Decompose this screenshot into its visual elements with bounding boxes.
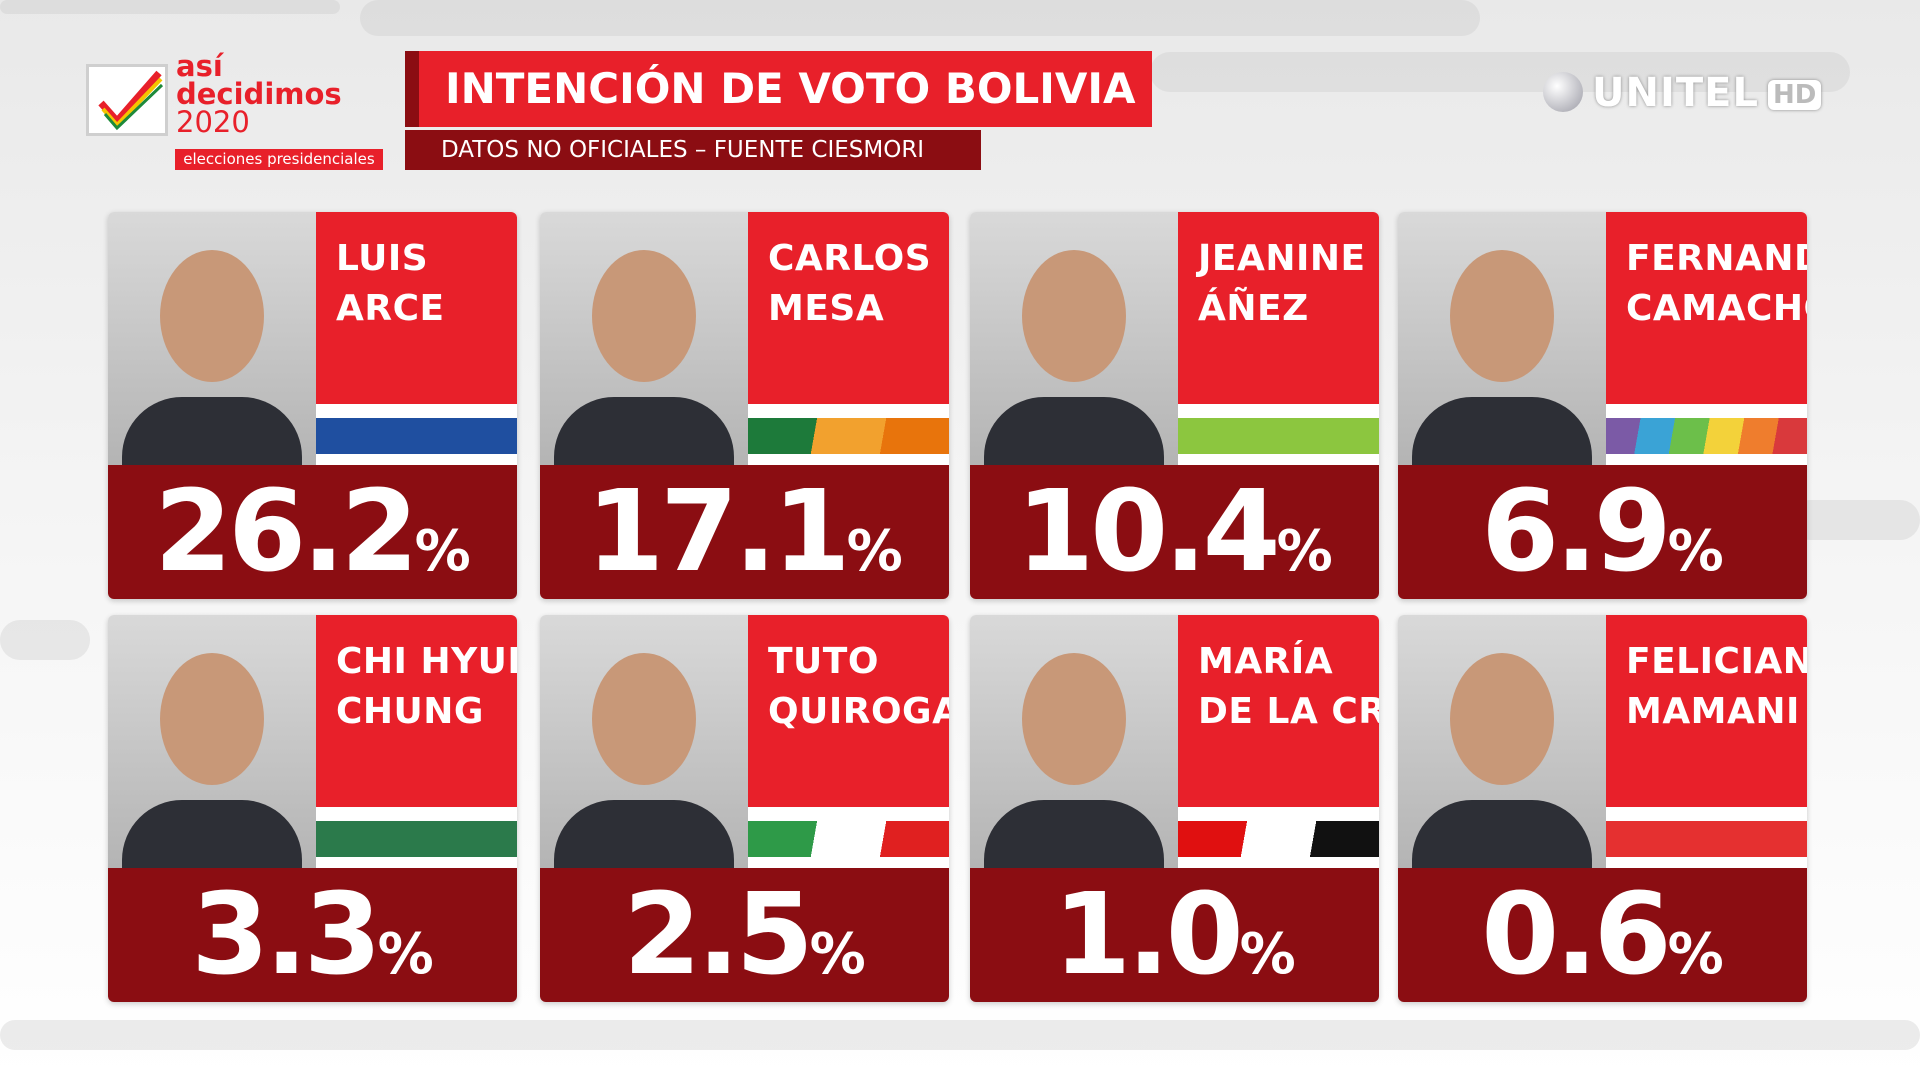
candidate-photo bbox=[1398, 212, 1606, 465]
candidate-card: TUTO QUIROGA 2.5% bbox=[540, 615, 949, 1002]
party-stripe bbox=[1178, 821, 1379, 857]
candidate-name: CARLOS bbox=[768, 238, 932, 279]
network-logo bbox=[1543, 72, 1583, 112]
photo-shoulders bbox=[1412, 800, 1592, 868]
photo-shoulders bbox=[1412, 397, 1592, 465]
photo-shoulders bbox=[984, 397, 1164, 465]
candidate-name: CAMACHO bbox=[1626, 288, 1807, 329]
logo-line: decidimos bbox=[176, 77, 342, 111]
background-bar bbox=[0, 620, 90, 660]
logo-text: así decidimos 2020 bbox=[176, 49, 342, 139]
photo-head bbox=[160, 653, 264, 785]
network-badge: HD bbox=[1768, 80, 1822, 110]
logo-box bbox=[86, 64, 168, 136]
candidate-name: FERNANDO bbox=[1626, 238, 1807, 279]
logo-line: así bbox=[176, 49, 223, 83]
vote-percent: 2.5% bbox=[540, 868, 949, 1002]
party-stripe bbox=[748, 418, 949, 454]
party-stripe bbox=[1606, 821, 1807, 857]
vote-percent: 3.3% bbox=[108, 868, 517, 1002]
candidate-name: ARCE bbox=[336, 288, 445, 329]
party-stripe bbox=[748, 821, 949, 857]
candidate-card: MARÍA DE LA CRUZ 1.0% bbox=[970, 615, 1379, 1002]
candidate-card: FELICIANO MAMANI 0.6% bbox=[1398, 615, 1807, 1002]
photo-shoulders bbox=[984, 800, 1164, 868]
photo-head bbox=[1450, 250, 1554, 382]
name-panel: TUTO QUIROGA bbox=[748, 615, 949, 807]
candidate-name: LUIS bbox=[336, 238, 429, 279]
candidate-card: CHI HYUN CHUNG 3.3% bbox=[108, 615, 517, 1002]
candidate-name: JEANINE bbox=[1198, 238, 1366, 279]
vote-percent: 26.2% bbox=[108, 465, 517, 599]
candidate-photo bbox=[108, 615, 316, 868]
candidate-name: CHI HYUN bbox=[336, 641, 517, 682]
vote-percent: 10.4% bbox=[970, 465, 1379, 599]
background-bar bbox=[0, 0, 340, 14]
name-panel: CARLOS MESA bbox=[748, 212, 949, 404]
background-bar bbox=[360, 0, 1480, 36]
name-panel: MARÍA DE LA CRUZ bbox=[1178, 615, 1379, 807]
candidate-photo bbox=[108, 212, 316, 465]
candidate-photo bbox=[540, 615, 748, 868]
candidate-name: MARÍA bbox=[1198, 641, 1334, 682]
title: INTENCIÓN DE VOTO BOLIVIA bbox=[405, 51, 1152, 127]
candidate-name: TUTO bbox=[768, 641, 879, 682]
candidate-photo bbox=[970, 212, 1178, 465]
logo-year: 2020 bbox=[176, 105, 250, 139]
name-panel: FERNANDO CAMACHO bbox=[1606, 212, 1807, 404]
candidate-photo bbox=[1398, 615, 1606, 868]
candidate-name: CHUNG bbox=[336, 691, 484, 732]
candidate-card: LUIS ARCE 26.2% bbox=[108, 212, 517, 599]
name-panel: LUIS ARCE bbox=[316, 212, 517, 404]
party-stripe bbox=[1178, 418, 1379, 454]
network-name: UNITEL bbox=[1592, 70, 1759, 116]
candidate-name: QUIROGA bbox=[768, 691, 949, 732]
background-bar bbox=[0, 1020, 1920, 1050]
subtitle: DATOS NO OFICIALES – FUENTE CIESMORI bbox=[405, 130, 981, 170]
vote-percent: 6.9% bbox=[1398, 465, 1807, 599]
background-bar bbox=[1790, 500, 1920, 540]
party-stripe bbox=[316, 418, 517, 454]
photo-head bbox=[592, 653, 696, 785]
photo-shoulders bbox=[554, 397, 734, 465]
background-bar bbox=[1150, 52, 1850, 92]
photo-head bbox=[160, 250, 264, 382]
candidate-card: JEANINE ÁÑEZ 10.4% bbox=[970, 212, 1379, 599]
photo-shoulders bbox=[122, 800, 302, 868]
party-stripe bbox=[1606, 418, 1807, 454]
candidate-card: FERNANDO CAMACHO 6.9% bbox=[1398, 212, 1807, 599]
photo-head bbox=[592, 250, 696, 382]
candidate-name: DE LA CRUZ bbox=[1198, 691, 1379, 732]
photo-shoulders bbox=[122, 397, 302, 465]
candidate-photo bbox=[970, 615, 1178, 868]
party-stripe bbox=[316, 821, 517, 857]
photo-head bbox=[1022, 250, 1126, 382]
vote-percent: 0.6% bbox=[1398, 868, 1807, 1002]
candidate-photo bbox=[540, 212, 748, 465]
candidate-card: CARLOS MESA 17.1% bbox=[540, 212, 949, 599]
photo-shoulders bbox=[554, 800, 734, 868]
candidate-name: MESA bbox=[768, 288, 885, 329]
photo-head bbox=[1450, 653, 1554, 785]
candidate-name: FELICIANO bbox=[1626, 641, 1807, 682]
logo-check bbox=[98, 70, 164, 131]
vote-percent: 1.0% bbox=[970, 868, 1379, 1002]
candidate-name: ÁÑEZ bbox=[1198, 288, 1309, 329]
candidate-name: MAMANI bbox=[1626, 691, 1800, 732]
photo-head bbox=[1022, 653, 1126, 785]
name-panel: CHI HYUN CHUNG bbox=[316, 615, 517, 807]
name-panel: JEANINE ÁÑEZ bbox=[1178, 212, 1379, 404]
logo-tagline: elecciones presidenciales bbox=[175, 149, 383, 170]
vote-percent: 17.1% bbox=[540, 465, 949, 599]
name-panel: FELICIANO MAMANI bbox=[1606, 615, 1807, 807]
